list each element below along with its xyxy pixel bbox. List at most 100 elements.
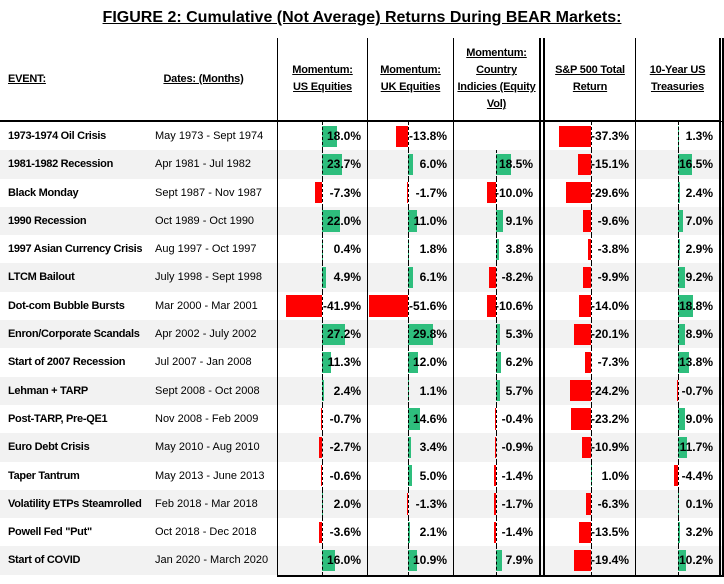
negative-data-bar bbox=[369, 295, 408, 317]
zero-axis-line bbox=[495, 433, 497, 462]
positive-data-bar bbox=[495, 153, 512, 176]
value-label: 9.0% bbox=[685, 411, 713, 426]
value-label: -20.1% bbox=[590, 327, 629, 342]
dates-cell: Aug 1997 - Oct 1997 bbox=[155, 243, 257, 256]
positive-data-bar bbox=[677, 408, 686, 430]
negative-data-bar bbox=[587, 238, 591, 260]
value-cell-sp500: -3.8% bbox=[539, 235, 635, 264]
value-cell-mom_us: 0.4% bbox=[277, 235, 367, 264]
header-row: EVENT: Dates: (Months) Momentum: US Equitie… bbox=[0, 38, 724, 122]
zero-axis-line bbox=[677, 518, 679, 547]
positive-data-bar bbox=[495, 351, 501, 374]
column-header-line: UK Equities bbox=[380, 81, 441, 93]
value-cell-ust10: 3.2% bbox=[635, 518, 719, 547]
zero-axis-line bbox=[590, 122, 592, 151]
table-row: Post-TARP, Pre-QE1 Nov 2008 - Feb 2009 -0.… bbox=[0, 404, 724, 434]
negative-data-bar bbox=[585, 493, 591, 515]
column-header-dates: Dates: (Months) bbox=[130, 38, 277, 120]
zero-axis-line bbox=[590, 461, 592, 490]
zero-axis-line bbox=[407, 489, 409, 519]
value-cell-mom_us: -2.7% bbox=[277, 433, 367, 462]
positive-data-bar bbox=[495, 380, 501, 402]
positive-data-bar bbox=[407, 549, 418, 572]
value-cell-mom_us: -0.7% bbox=[277, 404, 367, 434]
value-label: -7.3% bbox=[329, 185, 361, 200]
table-row: Start of COVID Jan 2020 - March 2020 16.0%… bbox=[0, 546, 724, 575]
zero-axis-line bbox=[321, 489, 323, 519]
zero-axis-line bbox=[677, 433, 679, 462]
value-label: -4.4% bbox=[681, 468, 713, 483]
value-cell-mom_us: 2.0% bbox=[277, 489, 367, 519]
negative-data-bar bbox=[559, 125, 591, 147]
value-label: -41.9% bbox=[322, 298, 361, 313]
positive-data-bar bbox=[677, 549, 687, 572]
value-cell-mom_country: -10.0% bbox=[453, 178, 539, 207]
zero-axis-line bbox=[495, 263, 497, 292]
zero-axis-line bbox=[321, 263, 323, 292]
value-label: 10.2% bbox=[678, 553, 713, 568]
dates-cell: May 1973 - Sept 1974 bbox=[155, 130, 264, 142]
value-cell-mom_country: 3.8% bbox=[453, 235, 539, 264]
zero-axis-line bbox=[677, 489, 679, 519]
value-label: 2.0% bbox=[333, 496, 361, 511]
zero-axis-line bbox=[495, 546, 497, 575]
negative-data-bar bbox=[315, 182, 322, 204]
column-header-line: Momentum: bbox=[380, 64, 441, 76]
event-cell: Black Monday bbox=[8, 186, 79, 199]
zero-axis-line bbox=[407, 546, 409, 575]
value-cell-mom_country: -1.4% bbox=[453, 461, 539, 490]
value-label: -10.9% bbox=[590, 440, 629, 455]
value-label: 7.9% bbox=[505, 553, 533, 568]
zero-axis-line bbox=[590, 263, 592, 292]
positive-data-bar bbox=[495, 323, 501, 345]
value-label: 0.1% bbox=[685, 496, 713, 511]
zero-axis-line bbox=[677, 461, 679, 490]
value-label: 10.9% bbox=[412, 553, 447, 568]
negative-data-bar bbox=[571, 408, 591, 430]
value-cell-mom_uk: 11.0% bbox=[367, 206, 453, 236]
value-label: 4.9% bbox=[333, 270, 361, 285]
negative-data-bar bbox=[487, 182, 496, 204]
value-label: 11.0% bbox=[413, 213, 447, 228]
value-cell-sp500: -29.6% bbox=[539, 178, 635, 207]
zero-axis-line bbox=[407, 433, 409, 462]
negative-data-bar bbox=[486, 295, 496, 317]
table-row: Black Monday Sept 1987 - Nov 1987 -7.3% -1.… bbox=[0, 178, 724, 207]
value-label: -24.2% bbox=[590, 383, 629, 398]
dates-cell: Sept 1987 - Nov 1987 bbox=[155, 186, 263, 199]
column-header-event: EVENT: bbox=[0, 38, 130, 120]
dates-cell: May 2010 - Aug 2010 bbox=[155, 441, 260, 454]
zero-axis-line bbox=[495, 235, 497, 264]
negative-data-bar bbox=[565, 182, 591, 204]
value-cell-mom_uk: -1.7% bbox=[367, 178, 453, 207]
table-row: 1981-1982 Recession Apr 1981 - Jul 1982 23… bbox=[0, 150, 724, 179]
value-cell-mom_country: -10.6% bbox=[453, 291, 539, 321]
value-label: 18.0% bbox=[326, 129, 361, 143]
value-cell-mom_country: 6.2% bbox=[453, 348, 539, 377]
zero-axis-line bbox=[321, 518, 323, 547]
value-cell-sp500: -9.9% bbox=[539, 263, 635, 292]
dates-cell: Oct 2018 - Dec 2018 bbox=[155, 526, 257, 539]
value-cell-ust10: 18.8% bbox=[635, 291, 719, 321]
value-label: 14.6% bbox=[412, 411, 447, 426]
zero-axis-line bbox=[495, 489, 497, 519]
value-cell-mom_us: -0.6% bbox=[277, 461, 367, 490]
event-cell: LTCM Bailout bbox=[8, 271, 75, 284]
value-cell-ust10: 0.1% bbox=[635, 489, 719, 519]
zero-axis-line bbox=[590, 433, 592, 462]
zero-axis-line bbox=[495, 291, 497, 321]
negative-data-bar bbox=[574, 549, 591, 572]
zero-axis-line bbox=[495, 150, 497, 179]
positive-data-bar bbox=[677, 521, 681, 543]
zero-axis-line bbox=[590, 546, 592, 575]
positive-data-bar bbox=[677, 295, 694, 317]
table-row: Lehman + TARP Sept 2008 - Oct 2008 2.4% 1.1… bbox=[0, 376, 724, 405]
positive-data-bar bbox=[677, 436, 688, 459]
value-label: -8.2% bbox=[501, 270, 533, 285]
column-header-line: 10-Year US bbox=[649, 64, 706, 76]
zero-axis-line bbox=[590, 489, 592, 519]
value-label: 1.1% bbox=[419, 383, 447, 398]
column-header-line: Vol) bbox=[486, 98, 507, 110]
value-cell-ust10: 11.7% bbox=[635, 433, 719, 462]
value-label: 22.0% bbox=[326, 213, 361, 228]
